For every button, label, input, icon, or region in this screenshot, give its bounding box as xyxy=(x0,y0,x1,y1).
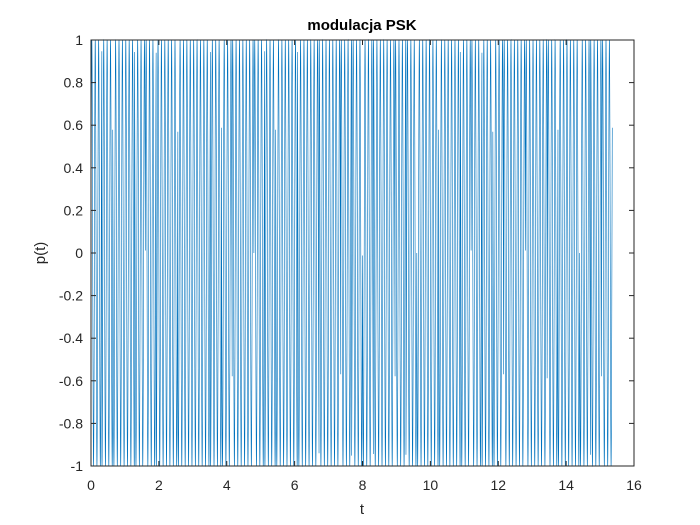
x-axis-ticks: 0 2 4 6 8 10 12 14 16 xyxy=(87,40,642,493)
x-tick-label: 10 xyxy=(423,477,439,493)
x-tick-label: 6 xyxy=(291,477,299,493)
y-tick-label: -0.4 xyxy=(59,330,83,346)
chart-title: modulacja PSK xyxy=(307,17,416,34)
y-tick-label: 0.8 xyxy=(64,75,84,91)
y-tick-label: -0.2 xyxy=(59,288,83,304)
x-tick-label: 0 xyxy=(87,477,95,493)
y-tick-label: -0.6 xyxy=(59,373,83,389)
y-tick-label: 0.4 xyxy=(64,160,84,176)
x-tick-label: 12 xyxy=(490,477,506,493)
y-tick-label: 0 xyxy=(75,245,83,261)
y-tick-label: 0.6 xyxy=(64,117,84,133)
x-tick-label: 16 xyxy=(626,477,642,493)
plot-area xyxy=(90,38,635,468)
x-tick-label: 14 xyxy=(558,477,574,493)
x-axis-label: t xyxy=(360,501,365,518)
x-tick-label: 4 xyxy=(223,477,231,493)
x-tick-label: 8 xyxy=(359,477,367,493)
y-axis-label: p(t) xyxy=(32,242,49,265)
y-tick-label: 0.2 xyxy=(64,202,84,218)
y-axis-ticks: -1 -0.8 -0.6 -0.4 -0.2 0 0.2 0.4 0.6 0.8 1 xyxy=(59,32,634,474)
y-tick-label: -1 xyxy=(71,458,84,474)
x-tick-label: 2 xyxy=(155,477,163,493)
series-line-0 xyxy=(90,38,613,468)
y-tick-label: -0.8 xyxy=(59,415,83,431)
y-tick-label: 1 xyxy=(75,32,83,48)
